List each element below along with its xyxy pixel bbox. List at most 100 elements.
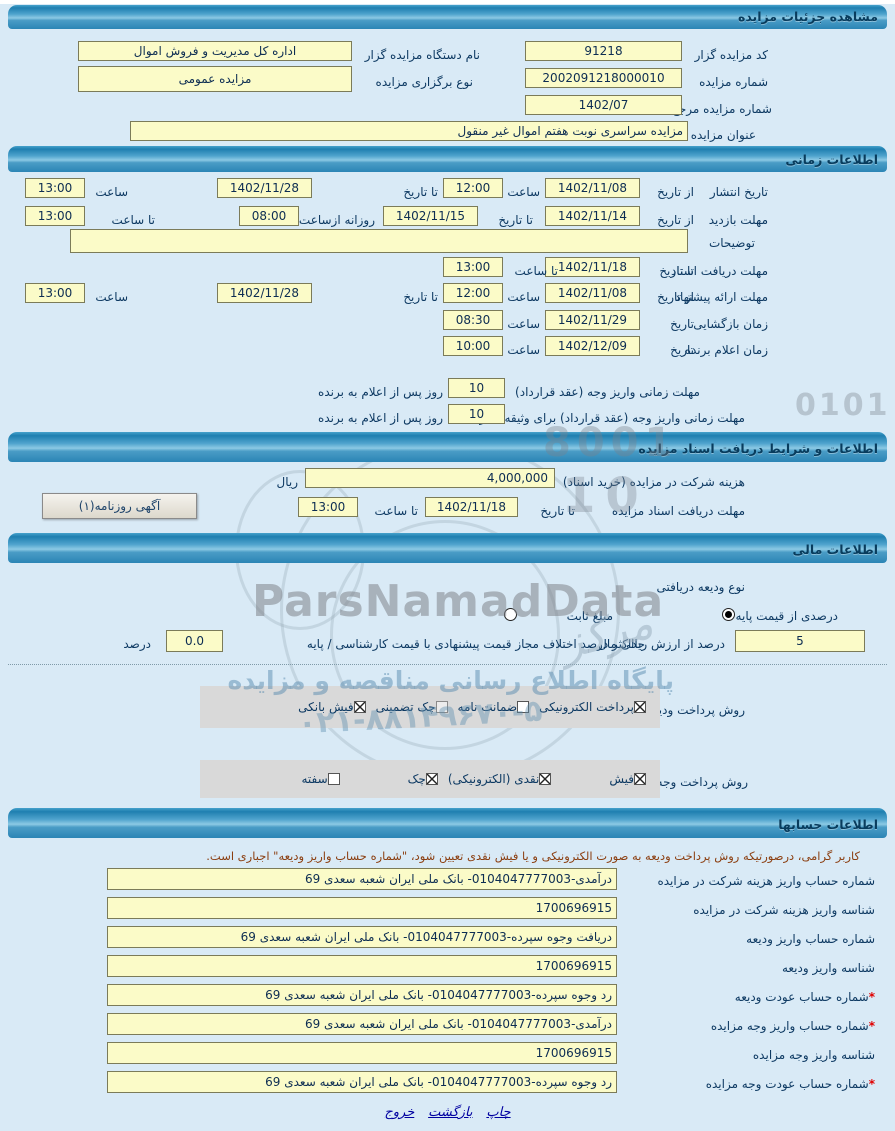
top-margin [0,0,895,4]
label-text: شماره حساب واریز ودیعه [746,932,875,946]
label-text: شماره حساب عودت ودیعه [734,990,869,1004]
deposit-type-fixed-radio[interactable] [504,608,517,621]
visit-deadline-label: مهلت بازدید [708,213,768,227]
certified-check-checkbox[interactable] [435,701,448,713]
docs-receive-deadline-date[interactable]: 1402/11/18 [425,497,518,517]
account-row-label: *شماره حساب عودت ودیعه [735,987,875,1007]
docs-deadline-label: مهلت دریافت اسناد [670,264,768,278]
required-asterisk: * [868,1019,875,1033]
section-header-financial: اطلاعات مالی [8,533,887,563]
visit-from-date[interactable]: 1402/11/14 [545,206,640,226]
newspaper-ad-button[interactable]: آگهی روزنامه(۱) [42,493,197,519]
promissory-note-checkbox[interactable] [327,773,340,785]
proposal-from-date[interactable]: 1402/11/08 [545,283,640,303]
docs-deadline-time[interactable]: 13:00 [443,257,503,277]
payment-deadline-label: مهلت زمانی واریز وجه (عقد قرارداد) [515,385,700,399]
fee-deposit-account-field[interactable]: درآمدی-0104047777003- بانک ملی ایران شعب… [107,868,617,890]
from-date-label: از تاریخ [657,290,694,304]
back-link[interactable]: بازگشت [428,1105,473,1120]
proposal-deadline-label: مهلت ارائه پیشنهاد [674,290,768,304]
participation-cost-field[interactable]: 4,000,000 [305,468,555,488]
hour-label: ساعت [507,290,540,304]
winner-time[interactable]: 10:00 [443,336,503,356]
slip-checkbox[interactable] [634,773,646,785]
proposal-to-time[interactable]: 13:00 [25,283,85,303]
to-hour-label: تا ساعت [514,264,558,278]
winner-announce-label: زمان اعلام برنده [684,343,768,357]
to-date-label: تا تاریخ [498,213,533,227]
days-after-winner-label: روز پس از اعلام به برنده [318,385,443,399]
checkbox-item: فیش [609,772,646,786]
hour-label: ساعت [507,343,540,357]
deposit-id-field[interactable]: 1700696915 [107,955,617,977]
auction-type-field[interactable]: مزایده عمومی [78,66,352,92]
fee-deposit-id-field[interactable]: 1700696915 [107,897,617,919]
visit-to-date[interactable]: 1402/11/15 [383,206,478,226]
deposit-percent-field[interactable]: 5 [735,630,865,652]
cash-electronic-checkbox[interactable] [539,773,552,785]
auction-title-field[interactable]: مزایده سراسری نوبت هفتم اموال غیر منقول [130,121,688,141]
account-row-label: شماره حساب واریز ودیعه [746,929,875,949]
check-checkbox[interactable] [425,773,438,785]
guarantee-letter-checkbox[interactable] [517,701,530,713]
opening-time[interactable]: 08:30 [443,310,503,330]
checkbox-label: نقدی (الکترونیکی) [447,772,540,786]
to-hour-label: تا ساعت [374,504,418,518]
payment-deadline-guarantor-days[interactable]: 10 [448,404,505,424]
fee-payment-id-field[interactable]: 1700696915 [107,1042,617,1064]
fee-return-account-field[interactable]: رد وجوه سپرده-0104047777003- بانک ملی ای… [107,1071,617,1093]
payment-deadline-days[interactable]: 10 [448,378,505,398]
publish-from-date[interactable]: 1402/11/08 [545,178,640,198]
publish-to-time[interactable]: 13:00 [25,178,85,198]
date-label: تاریخ [670,317,694,331]
to-date-label: تا تاریخ [659,264,694,278]
label-text: شماره حساب واریز هزینه شرکت در مزایده [657,874,875,888]
publish-to-date[interactable]: 1402/11/28 [217,178,312,198]
checkbox-item: پرداخت الکترونیکی [539,700,646,714]
checkbox-item: چک تضمینی [376,700,448,714]
docs-receive-deadline-label: مهلت دریافت اسناد مزایده [611,504,745,518]
fee-payment-methods-panel: فیش نقدی (الکترونیکی) چک سفته [200,760,660,798]
label-text: شماره حساب عودت وجه مزایده [705,1077,869,1091]
electronic-payment-checkbox[interactable] [634,701,646,713]
from-date-label: از تاریخ [657,213,694,227]
docs-deadline-date[interactable]: 1402/11/18 [545,257,640,277]
exit-link[interactable]: خروج [384,1105,415,1120]
to-date-label: تا تاریخ [540,504,575,518]
ref-number-field[interactable]: 1402/07 [525,95,682,115]
fee-payment-account-field[interactable]: درآمدی-0104047777003- بانک ملی ایران شعب… [107,1013,617,1035]
hour-label: ساعت [507,185,540,199]
accounts-notice: کاربر گرامی، درصورتیکه روش پرداخت ودیعه … [206,849,860,863]
checkbox-item: ضمانت نامه [458,700,530,714]
account-row-label: *شماره حساب عودت وجه مزایده [706,1074,875,1094]
notes-field[interactable] [70,229,688,253]
visit-daily-to-time[interactable]: 13:00 [25,206,85,226]
checkbox-label: چک تضمینی [375,700,436,714]
max-diff-field[interactable]: 0.0 [166,630,223,652]
proposal-to-date[interactable]: 1402/11/28 [217,283,312,303]
proposal-from-time[interactable]: 12:00 [443,283,503,303]
print-link[interactable]: چاپ [486,1105,511,1120]
org-name-field[interactable]: اداره کل مدیریت و فروش اموال [78,41,352,61]
opening-date[interactable]: 1402/11/29 [545,310,640,330]
docs-receive-deadline-time[interactable]: 13:00 [298,497,358,517]
auction-type-label: نوع برگزاری مزایده [375,75,473,89]
winner-date[interactable]: 1402/12/09 [545,336,640,356]
auction-title-label: عنوان مزایده [690,128,756,142]
hour-label: ساعت [95,290,128,304]
auction-number-field[interactable]: 2002091218000010 [525,68,682,88]
bank-slip-checkbox[interactable] [353,701,366,713]
visit-daily-from-time[interactable]: 08:00 [239,206,299,226]
publish-from-time[interactable]: 12:00 [443,178,503,198]
payment-deadline-guarantor-label: مهلت زمانی واریز وجه (عقد قرارداد) برای … [479,411,745,425]
label-text: شناسه واریز ودیعه [781,961,875,975]
account-row-label: *شماره حساب واریز وجه مزایده [711,1016,875,1036]
auction-code-field[interactable]: 91218 [525,41,682,61]
checkbox-label: چک [407,772,426,786]
deposit-return-account-field[interactable]: رد وجوه سپرده-0104047777003- بانک ملی ای… [107,984,617,1006]
max-diff-label: حداکثر درصد اختلاف مجاز قیمت پیشنهادی با… [306,637,645,651]
deposit-type-percent-radio[interactable] [722,608,735,621]
watermark-code: 0101 [795,388,891,423]
hour-label: ساعت [507,317,540,331]
deposit-account-field[interactable]: دریافت وجوه سپرده-0104047777003- بانک مل… [107,926,617,948]
